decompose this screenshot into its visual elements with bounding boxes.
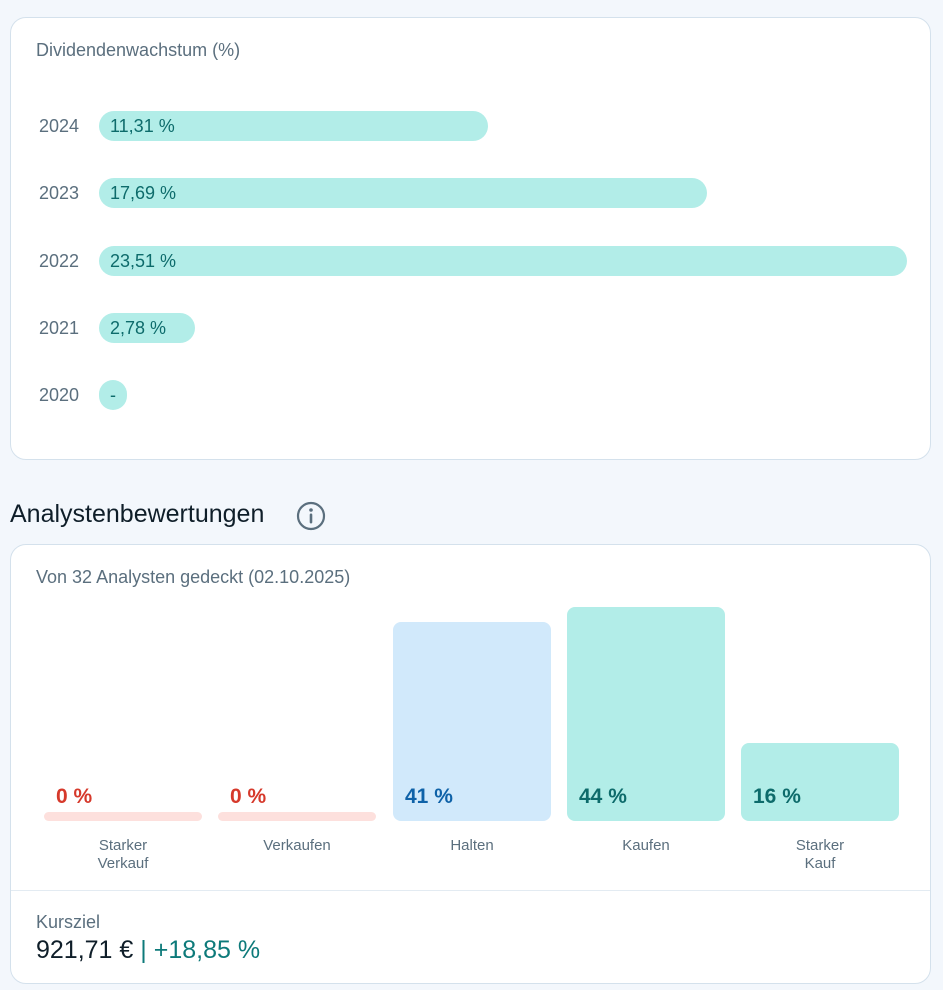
dividend-growth-bar xyxy=(99,313,195,343)
year-label: 2020 xyxy=(39,385,80,405)
rating-percentage: 16 % xyxy=(753,785,801,808)
rating-category: Kaufen xyxy=(622,837,670,854)
year-label: 2021 xyxy=(39,318,80,338)
rating-category: Starker Verkauf xyxy=(97,837,149,872)
year-label: 2024 xyxy=(39,116,80,136)
dividend-growth-value: - xyxy=(110,385,116,405)
analyst-ratings-heading: Analystenbewertungen xyxy=(10,500,265,528)
dividend-growth-bar xyxy=(99,178,707,208)
rating-percentage: 0 % xyxy=(230,785,267,808)
analyst-ratings-card: Von 32 Analysten gedeckt (02.10.2025) 0 … xyxy=(10,544,931,984)
rating-bar xyxy=(218,812,376,821)
rating-bar xyxy=(741,743,899,821)
dividend-growth-card: Dividendenwachstum (%) 2024 11,31 % 2023 17… xyxy=(10,17,931,460)
dividend-growth-value: 17,69 % xyxy=(110,183,177,203)
rating-category: Verkaufen xyxy=(263,837,331,854)
rating-category: Starker Kauf xyxy=(795,837,845,872)
rating-category: Halten xyxy=(450,837,494,854)
info-icon[interactable] xyxy=(296,501,326,531)
rating-percentage: 0 % xyxy=(56,785,93,808)
price-target-separator: | xyxy=(133,936,154,964)
divider xyxy=(11,890,930,891)
dividend-growth-title: Dividendenwachstum (%) xyxy=(36,40,241,60)
dividend-growth-value: 2,78 % xyxy=(110,318,167,338)
price-target-value: 921,71 € xyxy=(36,936,134,964)
rating-bar xyxy=(393,622,551,821)
dividend-growth-value: 23,51 % xyxy=(110,251,177,271)
year-label: 2022 xyxy=(39,251,80,271)
dividend-growth-bar xyxy=(99,246,907,276)
dividend-growth-value: 11,31 % xyxy=(110,116,175,136)
price-target-change: +18,85 % xyxy=(153,936,261,964)
rating-percentage: 44 % xyxy=(579,785,627,808)
year-label: 2023 xyxy=(39,183,80,203)
price-target: 921,71 € | +18,85 % xyxy=(36,936,260,965)
rating-bar xyxy=(44,812,202,821)
dividend-growth-bar xyxy=(99,380,127,410)
rating-bar xyxy=(567,607,725,821)
price-target-label: Kursziel xyxy=(36,912,101,932)
rating-percentage: 41 % xyxy=(405,785,453,808)
dividend-growth-bar xyxy=(99,111,488,141)
analyst-coverage-subtitle: Von 32 Analysten gedeckt (02.10.2025) xyxy=(36,567,351,587)
